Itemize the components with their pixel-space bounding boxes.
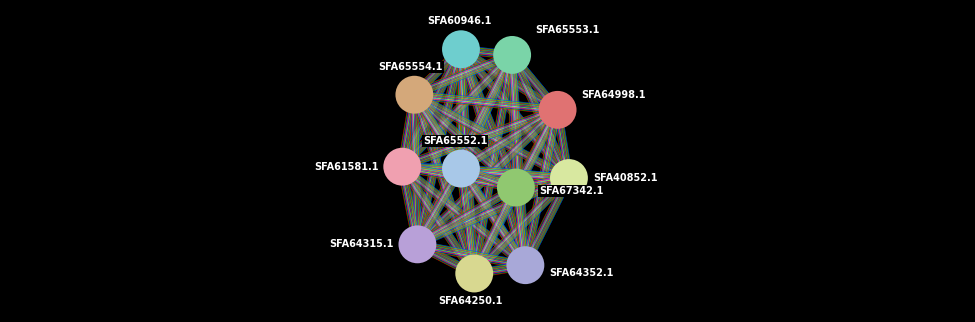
- Text: SFA61581.1: SFA61581.1: [314, 162, 378, 172]
- Circle shape: [442, 30, 480, 68]
- Circle shape: [550, 159, 588, 197]
- Circle shape: [442, 150, 480, 187]
- Text: SFA60946.1: SFA60946.1: [427, 16, 491, 26]
- Circle shape: [455, 255, 493, 292]
- Circle shape: [538, 91, 576, 129]
- Text: SFA64998.1: SFA64998.1: [581, 90, 645, 100]
- Text: SFA67342.1: SFA67342.1: [539, 186, 604, 196]
- Circle shape: [506, 246, 544, 284]
- Circle shape: [493, 36, 531, 74]
- Circle shape: [396, 76, 433, 114]
- Text: SFA65554.1: SFA65554.1: [378, 62, 443, 72]
- Circle shape: [497, 169, 535, 206]
- Text: SFA65552.1: SFA65552.1: [423, 136, 488, 146]
- Circle shape: [383, 148, 421, 185]
- Text: SFA65553.1: SFA65553.1: [535, 25, 600, 35]
- Text: SFA64315.1: SFA64315.1: [330, 239, 394, 249]
- Text: SFA64250.1: SFA64250.1: [439, 296, 503, 306]
- Circle shape: [399, 225, 437, 263]
- Text: SFA64352.1: SFA64352.1: [549, 268, 613, 278]
- Text: SFA40852.1: SFA40852.1: [594, 173, 658, 183]
